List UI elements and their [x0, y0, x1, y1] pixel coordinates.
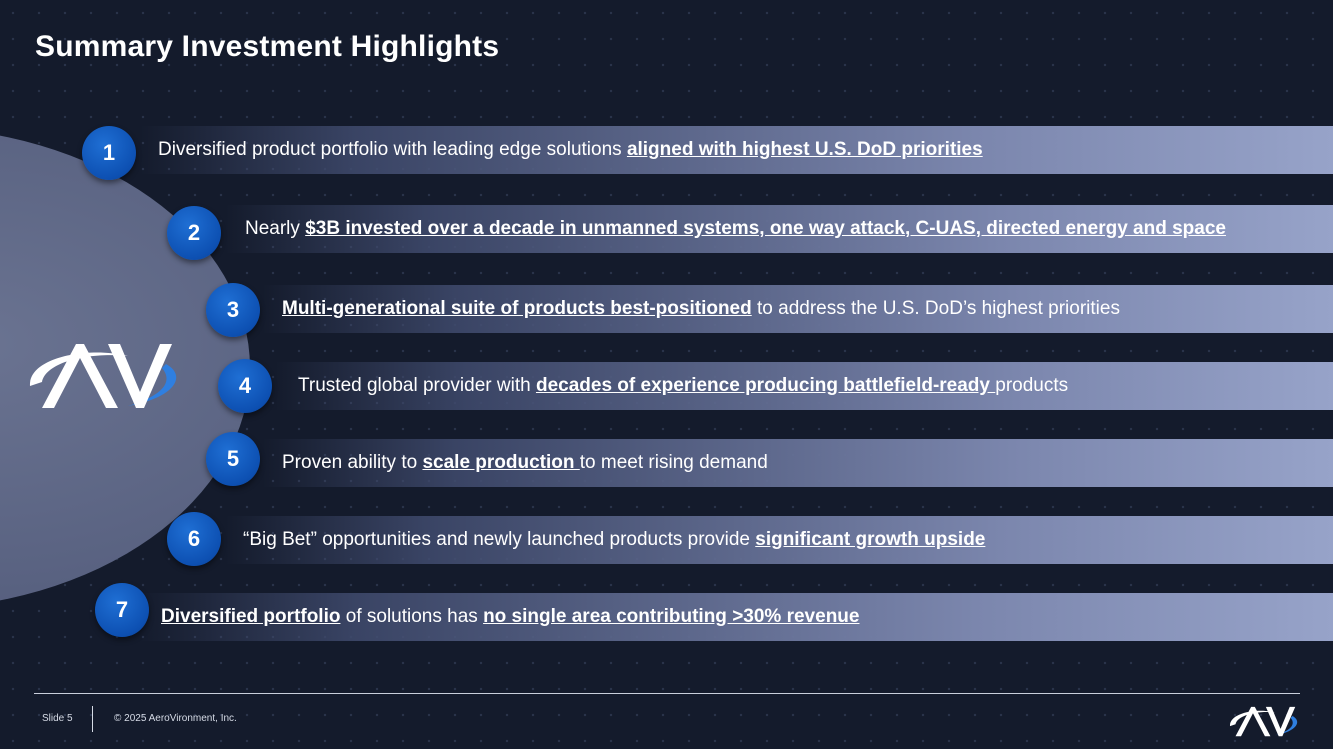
highlight-text: Diversified product portfolio with leadi… [158, 139, 983, 160]
number-badge: 3 [206, 283, 260, 337]
slide-number: Slide 5 [42, 713, 73, 724]
highlight-row-1: Diversified product portfolio with leadi… [140, 126, 1333, 174]
highlight-row-4: Trusted global provider with decades of … [275, 362, 1333, 410]
footer-divider [34, 693, 1300, 694]
highlight-text: Multi-generational suite of products bes… [282, 298, 1120, 319]
highlight-row-7: Diversified portfolio of solutions has n… [140, 593, 1333, 641]
highlight-text: Proven ability to scale production to me… [282, 452, 768, 473]
highlight-text: Nearly $3B invested over a decade in unm… [245, 218, 1226, 239]
number-badge: 2 [167, 206, 221, 260]
number-badge: 1 [82, 126, 136, 180]
highlight-row-2: Nearly $3B invested over a decade in unm… [225, 205, 1333, 253]
number-badge: 7 [95, 583, 149, 637]
number-badge: 4 [218, 359, 272, 413]
highlight-text: Diversified portfolio of solutions has n… [161, 606, 860, 627]
av-logo-small-icon [1229, 706, 1298, 737]
highlight-text: “Big Bet” opportunities and newly launch… [243, 529, 986, 550]
highlight-row-6: “Big Bet” opportunities and newly launch… [225, 516, 1333, 564]
number-badge: 6 [167, 512, 221, 566]
footer-separator [92, 706, 93, 732]
highlight-row-5: Proven ability to scale production to me… [262, 439, 1333, 487]
highlight-row-3: Multi-generational suite of products bes… [262, 285, 1333, 333]
copyright: © 2025 AeroVironment, Inc. [114, 713, 237, 724]
number-badge: 5 [206, 432, 260, 486]
highlight-text: Trusted global provider with decades of … [298, 375, 1069, 396]
page-title: Summary Investment Highlights [35, 30, 500, 63]
av-logo-icon: AV [29, 344, 177, 408]
